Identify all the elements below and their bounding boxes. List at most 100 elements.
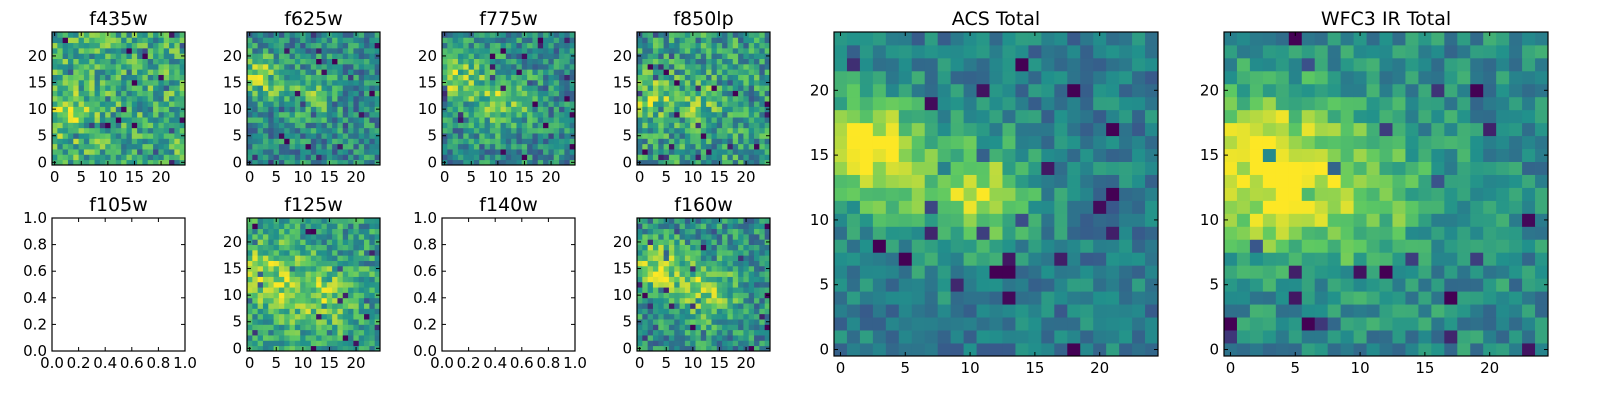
heatmap-cell [300,106,306,113]
heatmap-cell [989,135,1003,150]
heatmap-cell [300,297,306,304]
heatmap-cell [521,133,528,139]
heatmap-cell [1470,343,1484,357]
heatmap-cell [257,297,264,304]
heatmap-cell [268,74,274,81]
heatmap-cell [489,63,496,70]
heatmap-cell [332,287,338,293]
heatmap-cell [257,90,264,97]
heatmap-cell [532,42,539,49]
heatmap-cell [78,79,85,86]
heatmap-cell [759,117,766,123]
heatmap-cell [738,42,744,49]
heatmap-cell [158,122,165,129]
heatmap-cell [1418,252,1432,266]
heatmap-cell [99,154,106,161]
heatmap-cell [337,223,344,230]
heatmap-cell [732,154,739,161]
heatmap-cell [684,276,691,283]
heatmap-cell [67,58,74,65]
heatmap-cell [642,223,649,230]
heatmap-cell [142,143,149,150]
heatmap-cell [452,32,459,38]
heatmap-cell [78,63,85,70]
heatmap-cell [262,95,269,102]
heatmap-cell [674,345,680,352]
heatmap-cell [369,319,376,325]
heatmap-cell [732,32,739,38]
heatmap-cell [257,85,264,91]
heatmap-cell [358,122,365,129]
heatmap-cell [690,133,696,139]
heatmap-cell [722,287,728,293]
heatmap-cell [294,218,301,224]
heatmap-cell [179,37,186,44]
heatmap-cell [989,317,1003,331]
heatmap-cell [674,223,680,230]
heatmap-cell [489,133,496,139]
heatmap-cell [1366,265,1380,279]
heatmap-cell [1028,174,1042,188]
heatmap-cell [834,96,848,111]
heatmap-cell [268,127,274,134]
heatmap-cell [273,340,280,347]
heatmap-cell [163,47,170,54]
heatmap-cell [722,324,728,331]
heatmap-cell [898,161,913,175]
heatmap-cell [163,106,170,113]
heatmap-cell [495,53,501,59]
heatmap-cell [348,228,354,235]
heatmap-cell [684,297,691,304]
heatmap-cell [353,37,360,44]
heatmap-cell [369,32,376,38]
heatmap-cell [679,308,686,315]
heatmap-cell [289,249,296,256]
heatmap-cell [300,101,306,107]
heatmap-cell [989,109,1003,124]
heatmap-cell [764,90,771,97]
heatmap-cell [642,308,649,315]
heatmap-cell [169,149,175,155]
heatmap-cell [727,233,734,240]
heatmap-cell [859,44,874,59]
heatmap-cell [647,63,654,70]
heatmap-cell [658,324,664,331]
heatmap-cell [658,143,664,150]
heatmap-cell [257,95,264,102]
heatmap-cell [559,159,565,166]
heatmap-cell [642,74,649,81]
heatmap-cell [695,287,702,293]
heatmap-cell [521,127,528,134]
heatmap-cell [989,122,1003,137]
heatmap-cell [872,83,887,98]
heatmap-cell [273,244,280,251]
y-tick-label: 0 [427,153,437,171]
heatmap-cell [262,244,269,251]
heatmap-cell [548,63,555,70]
heatmap-cell [169,47,175,54]
heatmap-cell [674,303,680,309]
heatmap-cell [924,161,939,175]
heatmap-cell [163,74,170,81]
heatmap-cell [337,69,344,75]
heatmap-cell [989,32,1003,46]
heatmap-cell [732,218,739,224]
heatmap-cell [1431,226,1445,240]
heatmap-cell [83,101,90,107]
heatmap-cell [754,37,760,44]
heatmap-cell [722,313,728,320]
heatmap-cell [695,292,702,299]
heatmap-cell [342,239,349,245]
heatmap-cell [115,69,122,75]
heatmap-cell [310,95,317,102]
heatmap-cell [924,239,939,253]
heatmap-cell [976,330,990,344]
heatmap-cell [115,85,122,91]
heatmap-cell [337,117,344,123]
heatmap-cell [695,308,702,315]
heatmap-cell [754,154,760,161]
heatmap-cell [684,319,691,325]
heatmap-cell [332,345,338,352]
heatmap-cell [722,63,728,70]
heatmap-cell [834,265,848,279]
